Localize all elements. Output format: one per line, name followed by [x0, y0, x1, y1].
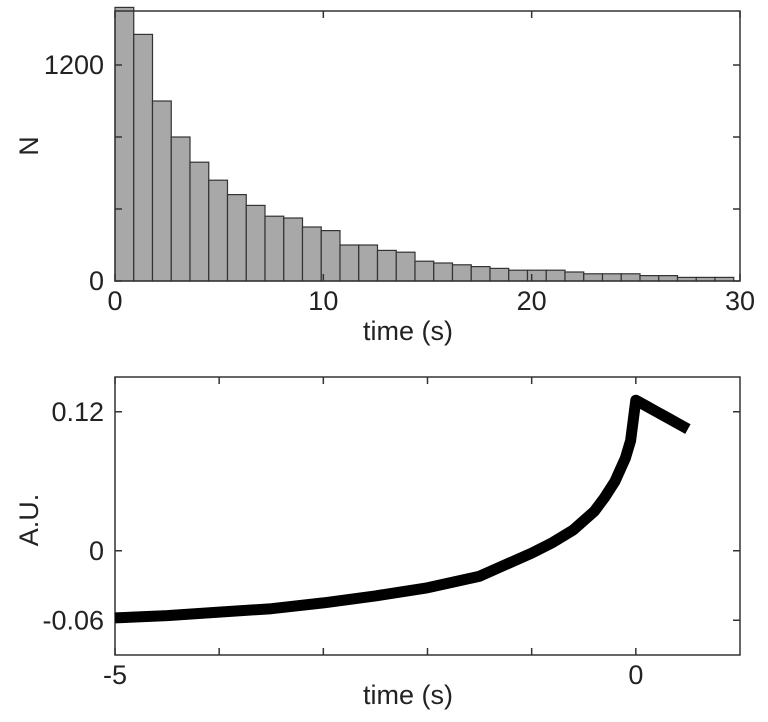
histogram-y-axis-label: N: [14, 136, 44, 156]
histogram-bar: [414, 260, 435, 282]
histogram-bar: [639, 275, 660, 282]
histogram-bar: [526, 269, 547, 282]
histogram-bar: [451, 264, 472, 282]
histogram-x-tick-label: 0: [107, 286, 122, 316]
histogram-bar: [151, 100, 172, 282]
histogram-panel: 0 10 20 30 0 1200 time (s) N: [14, 6, 755, 346]
histogram-y-tick-label: 0: [89, 266, 104, 296]
histogram-bar: [601, 273, 622, 282]
histogram-bar: [470, 266, 491, 282]
trace-ticks: -5 0 -0.06 0 0.12: [42, 377, 740, 690]
histogram-bar: [376, 249, 397, 282]
histogram-bar: [283, 217, 304, 282]
trace-x-tick-label: 0: [628, 660, 643, 690]
histogram-bar: [433, 262, 454, 282]
histogram-bar: [264, 215, 285, 282]
histogram-x-axis-label: time (s): [363, 316, 453, 346]
histogram-bar: [508, 269, 529, 282]
histogram-bar: [301, 226, 322, 282]
histogram-bar: [583, 273, 604, 282]
histogram-bar: [545, 269, 566, 282]
trace-y-tick-label: 0.12: [51, 397, 104, 427]
histogram-bars: [114, 6, 735, 282]
histogram-bar: [245, 204, 266, 282]
histogram-bar: [189, 161, 210, 282]
histogram-y-tick-label: 1200: [44, 50, 104, 80]
histogram-axes-box: [114, 10, 741, 282]
histogram-ticks: 0 10 20 30 0 1200: [44, 11, 755, 316]
histogram-bar: [489, 267, 510, 282]
histogram-bar: [114, 6, 135, 282]
trace-y-axis-label: A.U.: [14, 494, 44, 547]
histogram-bar: [620, 273, 641, 282]
histogram-bar: [358, 244, 379, 282]
histogram-x-tick-label: 10: [308, 286, 338, 316]
histogram-bar: [395, 251, 416, 282]
histogram-bar: [564, 271, 585, 282]
trace-x-tick-label: -5: [103, 660, 127, 690]
trace-panel: -5 0 -0.06 0 0.12 time (s) A.U.: [14, 376, 741, 710]
trace-y-tick-label: 0: [89, 536, 104, 566]
histogram-x-tick-label: 20: [517, 286, 547, 316]
trace-line: [114, 394, 691, 624]
histogram-bar: [170, 136, 191, 282]
histogram-bar: [320, 230, 341, 282]
trace-x-axis-label: time (s): [363, 680, 453, 710]
histogram-bar: [226, 194, 247, 282]
trace-y-tick-label: -0.06: [42, 605, 104, 635]
histogram-bar: [208, 179, 229, 282]
histogram-bar: [658, 275, 679, 282]
histogram-x-tick-label: 30: [725, 286, 755, 316]
histogram-bar: [339, 244, 360, 282]
histogram-bar: [133, 33, 154, 282]
